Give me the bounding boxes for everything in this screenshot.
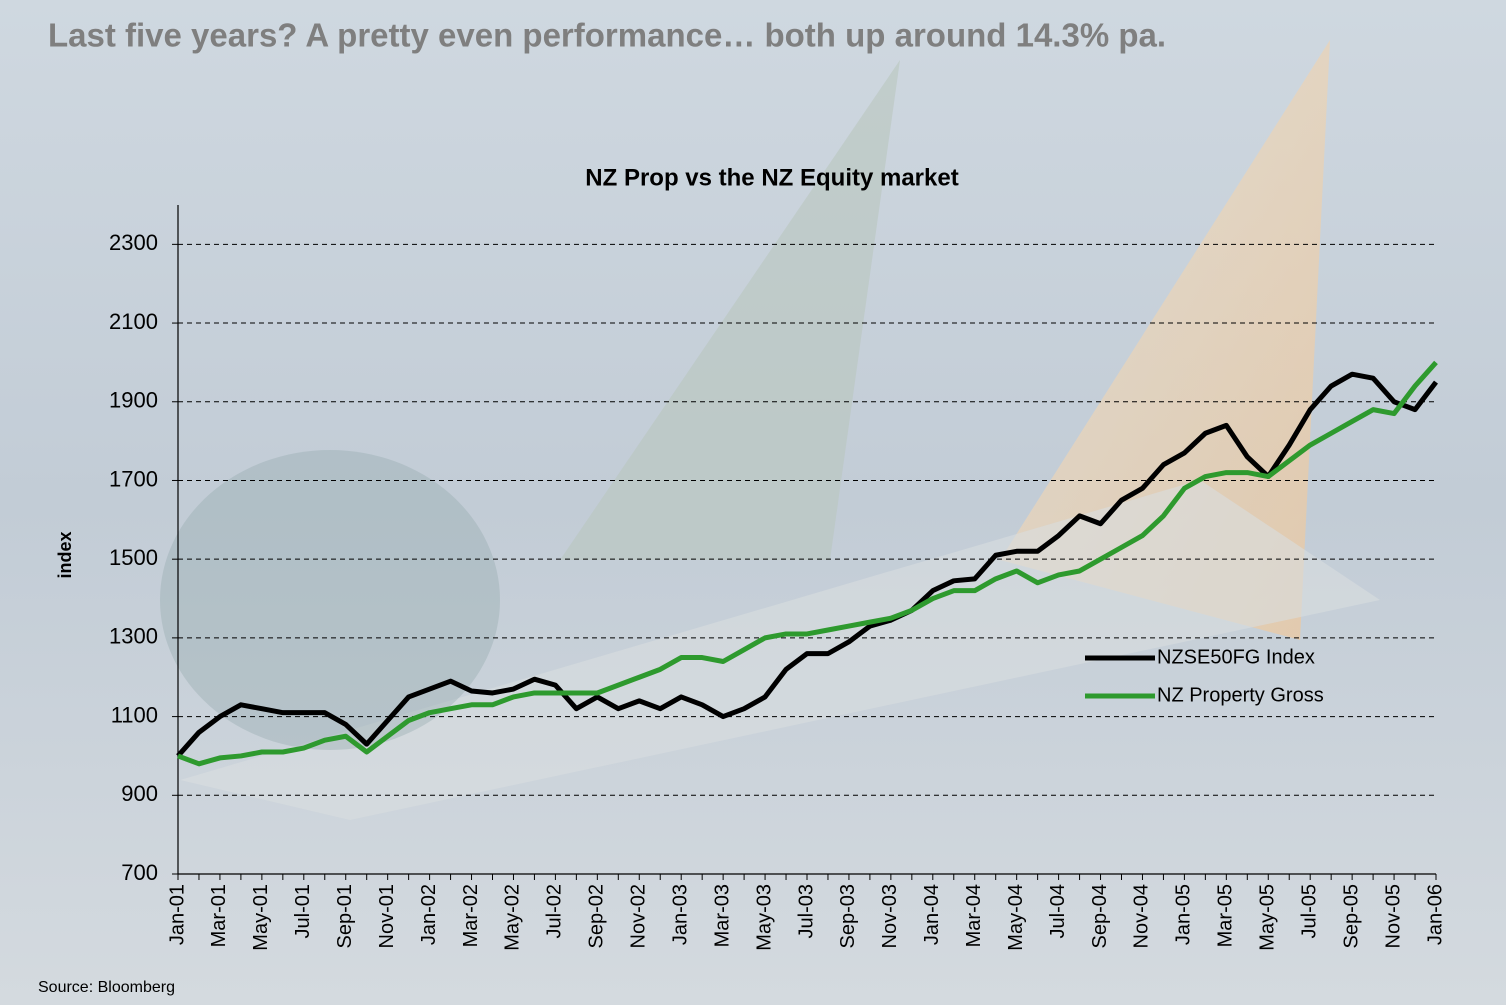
x-tick-label: Nov-03 bbox=[879, 884, 901, 948]
x-tick-label: Mar-04 bbox=[963, 884, 985, 947]
x-tick-label: Mar-03 bbox=[711, 884, 733, 947]
x-tick-label: Nov-02 bbox=[628, 884, 650, 948]
x-tick-label: Jan-04 bbox=[921, 884, 943, 945]
x-tick-label: Mar-02 bbox=[460, 884, 482, 947]
x-tick-label: Sep-05 bbox=[1340, 884, 1362, 949]
x-tick-label: May-05 bbox=[1257, 884, 1279, 951]
y-tick-label: 1500 bbox=[109, 545, 158, 570]
x-tick-label: Nov-04 bbox=[1131, 884, 1153, 948]
x-tick-label: Sep-02 bbox=[586, 884, 608, 949]
crew-shape bbox=[160, 450, 500, 750]
x-tick-label: Jan-02 bbox=[418, 884, 440, 945]
x-tick-label: Jul-01 bbox=[292, 884, 314, 938]
legend-label: NZ Property Gross bbox=[1157, 684, 1324, 706]
y-axis-label: index bbox=[55, 531, 75, 578]
y-tick-label: 900 bbox=[121, 781, 158, 806]
x-tick-label: May-02 bbox=[502, 884, 524, 951]
y-tick-label: 2300 bbox=[109, 230, 158, 255]
y-tick-label: 2100 bbox=[109, 309, 158, 334]
y-tick-label: 700 bbox=[121, 860, 158, 885]
x-tick-label: Jan-05 bbox=[1173, 884, 1195, 945]
slide: Last five years? A pretty even performan… bbox=[0, 0, 1506, 1005]
source-note: Source: Bloomberg bbox=[38, 979, 175, 996]
y-tick-label: 1100 bbox=[111, 702, 158, 727]
slide-title: Last five years? A pretty even performan… bbox=[48, 17, 1166, 54]
x-tick-label: Jul-02 bbox=[544, 884, 566, 938]
chart: Last five years? A pretty even performan… bbox=[0, 0, 1506, 1005]
y-tick-label: 1300 bbox=[109, 624, 158, 649]
x-tick-label: Nov-05 bbox=[1382, 884, 1404, 948]
chart-title: NZ Prop vs the NZ Equity market bbox=[585, 164, 958, 191]
x-tick-label: Sep-03 bbox=[837, 884, 859, 949]
x-tick-label: Sep-04 bbox=[1089, 884, 1111, 949]
y-tick-label: 1700 bbox=[109, 466, 158, 491]
x-tick-label: May-04 bbox=[1005, 884, 1027, 951]
x-tick-label: Mar-01 bbox=[208, 884, 230, 947]
x-tick-label: Jul-03 bbox=[795, 884, 817, 938]
y-tick-label: 1900 bbox=[109, 388, 158, 413]
legend-label: NZSE50FG Index bbox=[1157, 646, 1315, 668]
x-tick-label: May-01 bbox=[250, 884, 272, 951]
x-tick-label: May-03 bbox=[753, 884, 775, 951]
x-tick-label: Nov-01 bbox=[376, 884, 398, 948]
x-tick-label: Jan-01 bbox=[166, 884, 188, 945]
x-tick-label: Jan-03 bbox=[669, 884, 691, 945]
x-tick-label: Jul-05 bbox=[1298, 884, 1320, 938]
x-tick-label: Jan-06 bbox=[1424, 884, 1446, 945]
x-tick-label: Sep-01 bbox=[334, 884, 356, 949]
x-tick-label: Mar-05 bbox=[1215, 884, 1237, 947]
x-tick-label: Jul-04 bbox=[1047, 884, 1069, 938]
